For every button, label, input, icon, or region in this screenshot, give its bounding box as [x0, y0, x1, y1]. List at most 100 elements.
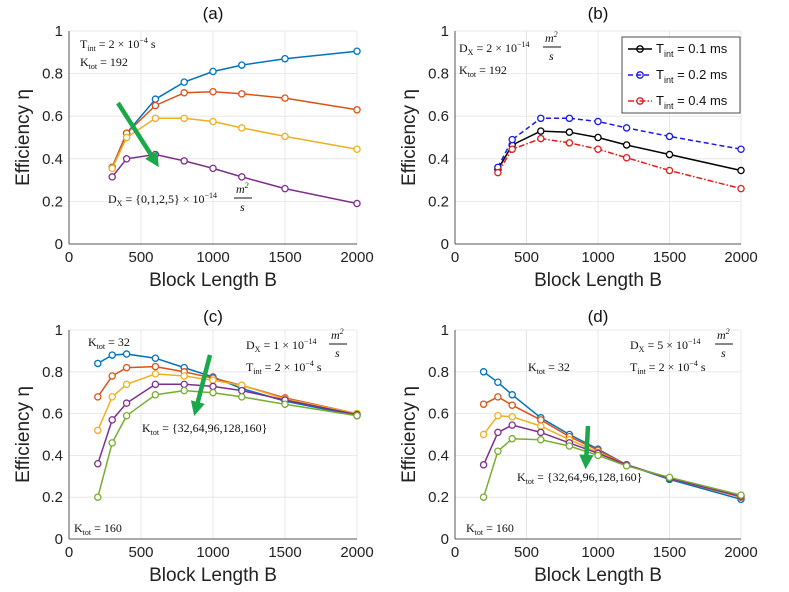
panel-d-xtick-label: 0: [451, 544, 459, 561]
panel-b-annotations: DX = 2 × 10−14 m2 s Ktot = 192: [459, 30, 561, 79]
panel-c-xtick-label: 500: [128, 544, 153, 561]
panel-d-series-4-point: [622, 462, 631, 470]
panel-d-dx-annotation: DX = 5 × 10−14: [630, 337, 701, 354]
panel-a-y-axis-label: Efficiency η: [13, 89, 34, 186]
panel-b-series-0-point: [665, 150, 674, 159]
panel-c-series-4-point: [122, 411, 131, 420]
panel-b-series-2-point: [565, 139, 574, 147]
panel-c-series-3-point: [122, 399, 131, 407]
panel-b-ytick-label: 0.4: [428, 151, 449, 168]
panel-a-series-2-point: [151, 114, 160, 123]
panel-a-series-0-point: [238, 61, 246, 69]
panel-c-series-1-point: [108, 372, 116, 380]
panel-d-series-4-point: [665, 473, 674, 482]
panel-d-series-0-point: [508, 391, 516, 399]
panel-c-series-4-point: [238, 393, 246, 401]
panel-c-series-4-point: [151, 391, 160, 399]
panel-a-dx-annotation: DX = {0,1,2,5} × 10−14: [108, 191, 217, 208]
panel-d-ytick-label: 0.4: [428, 447, 449, 464]
panel-b-x-axis-label: Block Length B: [534, 270, 662, 291]
panel-d-ytick-label: 0.8: [428, 364, 449, 381]
panel-c-xtick-label: 0: [65, 544, 73, 561]
panel-d-xtick-label: 1500: [653, 544, 686, 561]
panel-d-annotations: DX = 5 × 10−14 m2 s Tint = 2 × 10−4 s Kt…: [466, 327, 733, 537]
panel-c-series-1-point: [94, 393, 102, 401]
panel-d-ytick-label: 0: [441, 531, 449, 548]
panel-a-xtick-label: 0: [65, 249, 73, 266]
panel-c-x-axis-label: Block Length B: [149, 565, 277, 586]
panel-a-series-3-point: [180, 157, 188, 165]
panel-d-k160-annotation: Ktot = 160: [466, 521, 514, 537]
panel-c-title: (c): [203, 307, 223, 326]
panel-d-series-1-point: [494, 393, 502, 401]
panel-b-series-0-point: [737, 166, 745, 175]
panel-a-series-0-point: [180, 78, 188, 86]
panel-b-series-2-point: [537, 134, 545, 143]
panel-a-series-1-point: [238, 90, 246, 98]
panel-c-series-1-point: [151, 362, 160, 371]
panel-c-series-3-point: [94, 460, 102, 468]
panel-c-series-3-point: [238, 386, 246, 395]
panel-b-dx-annotation: DX = 2 × 10−14: [459, 40, 530, 57]
panel-b-series-1-point: [508, 135, 516, 144]
legend-label-tint-0.4: Tint = 0.4 ms: [656, 93, 728, 111]
panel-b-series-2-point: [494, 168, 502, 177]
panel-b-series-2-point: [665, 166, 674, 175]
panel-d-series-1-point: [537, 416, 545, 424]
panel-c-series-3-point: [151, 380, 160, 389]
panel-c-ytick-label: 0.4: [42, 447, 63, 464]
panel-b-series-0-line: [497, 130, 742, 172]
panel-d-series-4-point: [494, 447, 502, 455]
panel-b-ktot-annotation: Ktot = 192: [459, 63, 507, 79]
panel-a-series-1-point: [353, 106, 361, 114]
panel-a-series-2-point: [238, 124, 246, 132]
panel-a-series-3-point: [281, 184, 289, 193]
panel-d-series-4-point: [508, 434, 516, 443]
panel-b-y-axis-label: Efficiency η: [399, 89, 420, 186]
panel-b-series-2-point: [508, 145, 516, 153]
panel-b-series-1-point: [665, 132, 674, 141]
panel-c-ytick-label: 0.6: [42, 406, 63, 423]
panel-d-series-0-point: [494, 378, 502, 386]
panel-a-series-0-point: [151, 95, 160, 103]
panel-c-series-3-point: [209, 382, 217, 391]
panel-d-series-2-point: [494, 411, 502, 420]
panel-c-dx-unit-num: m2: [331, 327, 344, 342]
panel-a-series-2-point: [122, 133, 131, 142]
panel-b-ytick-label: 0.8: [428, 66, 449, 83]
panel-d-xtick-label: 2000: [724, 544, 757, 561]
panel-a-series-2-point: [108, 164, 116, 173]
panel-a-ktot-annotation: Ktot = 192: [80, 55, 128, 71]
legend-label-tint-0.1: Tint = 0.1 ms: [656, 41, 728, 59]
panel-a-series-1-line: [111, 90, 358, 168]
panel-d-ytick-label: 0.2: [428, 489, 449, 506]
panel-c-xtick-label: 1500: [268, 544, 301, 561]
panel-c-series-4-point: [180, 386, 188, 395]
panel-c-series-4-point: [281, 400, 289, 408]
panel-c-series-4-point: [209, 388, 217, 397]
panel-a-series-3-point: [122, 155, 131, 163]
panel-d-series-4-point: [479, 493, 488, 501]
panel-b-legend: Tint = 0.1 ms Tint = 0.2 ms Tint = 0.4 m…: [621, 36, 741, 114]
panel-c-xtick-label: 1000: [196, 544, 229, 561]
panel-b-series-2-point: [594, 145, 602, 153]
panel-d-series-4-point: [537, 435, 545, 444]
panel-c-ytick-label: 1: [55, 322, 63, 339]
panel-c-ytick-label: 0: [55, 531, 63, 548]
panel-d-dx-unit-num: m2: [717, 327, 730, 342]
panel-c-series-3-point: [108, 416, 116, 424]
panel-c-tint-annotation: Tint = 2 × 10−4 s: [246, 359, 322, 376]
panel-b-series-1-point: [594, 117, 602, 126]
panel-c-series-2-point: [151, 370, 160, 378]
panel-c-y-axis-label: Efficiency η: [13, 386, 34, 483]
panel-b-ytick-label: 0.6: [428, 108, 449, 125]
legend-marker-tint-0.4: [636, 97, 644, 105]
panel-a-series-2-line: [111, 117, 358, 169]
panel-a-series-1-point: [281, 94, 289, 102]
panel-b-xtick-label: 1500: [653, 249, 686, 266]
panel-d-series-3-point: [537, 428, 545, 437]
panel-c-k32-annotation: Ktot = 32: [88, 335, 130, 351]
panel-d-series-2-point: [479, 430, 488, 439]
panel-d-xtick-label: 1000: [581, 544, 614, 561]
panel-a-series-2-point: [353, 145, 361, 153]
